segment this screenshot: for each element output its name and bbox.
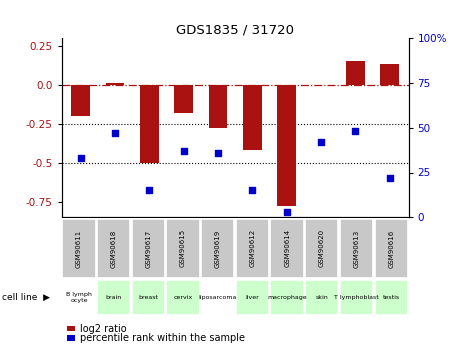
Point [352, 128, 359, 134]
Bar [374, 280, 408, 315]
Bar [209, 85, 228, 128]
Text: GSM90619: GSM90619 [215, 229, 221, 267]
Text: macrophage: macrophage [267, 295, 307, 300]
Bar [97, 219, 131, 278]
Text: GSM90612: GSM90612 [249, 229, 256, 267]
Text: GSM90614: GSM90614 [284, 229, 290, 267]
Text: GSM90613: GSM90613 [353, 229, 360, 267]
Text: liver: liver [246, 295, 259, 300]
Bar [174, 85, 193, 113]
Bar [140, 85, 159, 163]
Text: GSM90618: GSM90618 [111, 229, 117, 267]
Bar [236, 280, 269, 315]
Bar [305, 219, 339, 278]
Bar [201, 280, 235, 315]
Text: percentile rank within the sample: percentile rank within the sample [80, 333, 245, 343]
Bar [236, 219, 269, 278]
Text: skin: skin [315, 295, 328, 300]
Point [283, 209, 290, 215]
Bar [374, 219, 408, 278]
Bar [340, 280, 373, 315]
Bar [71, 85, 90, 116]
Text: GSM90620: GSM90620 [319, 229, 325, 267]
Point [77, 155, 85, 161]
Point [317, 139, 325, 145]
Bar [380, 65, 399, 85]
Bar [340, 219, 373, 278]
Text: T lymphoblast: T lymphoblast [334, 295, 379, 300]
Bar [132, 219, 165, 278]
Text: breast: breast [138, 295, 159, 300]
Bar [270, 219, 304, 278]
Bar [166, 280, 200, 315]
Text: cell line  ▶: cell line ▶ [2, 293, 50, 302]
Point [248, 188, 256, 193]
Point [180, 148, 188, 154]
Bar [62, 219, 96, 278]
Bar [201, 219, 235, 278]
Bar [305, 280, 339, 315]
Bar [243, 85, 262, 150]
Point [111, 130, 119, 136]
Text: GSM90611: GSM90611 [76, 229, 82, 267]
Bar [270, 280, 304, 315]
Text: log2 ratio: log2 ratio [80, 324, 126, 334]
Bar [132, 280, 165, 315]
Bar [277, 85, 296, 206]
Text: testis: testis [382, 295, 400, 300]
Text: GSM90617: GSM90617 [145, 229, 152, 267]
Text: B lymph
ocyte: B lymph ocyte [66, 292, 92, 303]
Text: GSM90616: GSM90616 [388, 229, 394, 267]
Point [145, 188, 153, 193]
Point [386, 175, 393, 181]
Point [214, 150, 222, 156]
Bar [346, 61, 365, 85]
Text: brain: brain [105, 295, 122, 300]
Title: GDS1835 / 31720: GDS1835 / 31720 [176, 24, 294, 37]
Text: liposarcoma: liposarcoma [199, 295, 237, 300]
Bar [97, 280, 131, 315]
Bar [166, 219, 200, 278]
Text: cervix: cervix [173, 295, 193, 300]
Text: GSM90615: GSM90615 [180, 229, 186, 267]
Bar [62, 280, 96, 315]
Bar [105, 83, 124, 85]
